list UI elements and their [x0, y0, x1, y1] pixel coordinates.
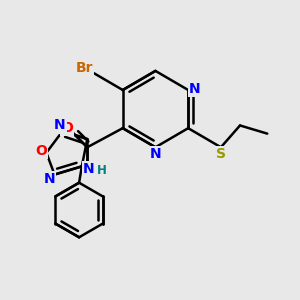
Text: N: N	[189, 82, 201, 96]
Text: N: N	[150, 147, 161, 161]
Text: N: N	[43, 172, 55, 186]
Text: H: H	[97, 164, 107, 177]
Text: S: S	[216, 147, 226, 161]
Text: O: O	[61, 121, 73, 135]
Text: O: O	[35, 144, 47, 158]
Text: Br: Br	[76, 61, 93, 75]
Text: N: N	[83, 162, 94, 176]
Text: N: N	[54, 118, 66, 133]
